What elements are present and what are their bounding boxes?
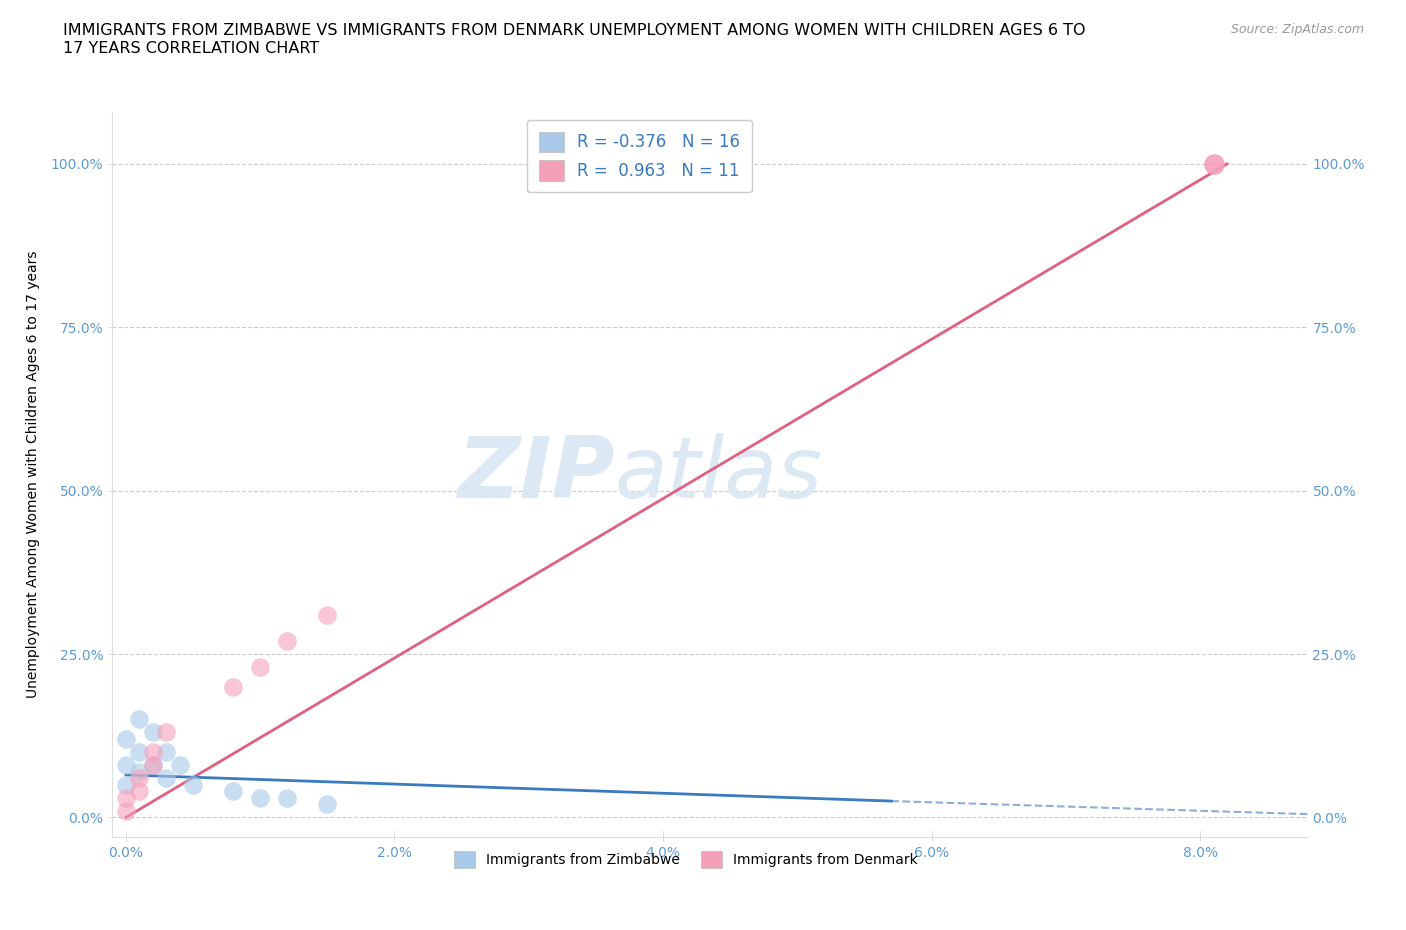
Point [276, 790, 298, 805]
Point [181, 777, 204, 792]
Legend: Immigrants from Zimbabwe, Immigrants from Denmark: Immigrants from Zimbabwe, Immigrants fro… [449, 845, 924, 873]
Point [142, 725, 165, 740]
Y-axis label: Unemployment Among Women with Children Ages 6 to 17 years: Unemployment Among Women with Children A… [25, 250, 39, 698]
Point [128, 764, 150, 779]
Point [115, 790, 138, 805]
Text: Source: ZipAtlas.com: Source: ZipAtlas.com [1230, 23, 1364, 36]
Point [128, 771, 150, 786]
Point [249, 790, 271, 805]
Point [142, 745, 165, 760]
Point [128, 745, 150, 760]
Text: IMMIGRANTS FROM ZIMBABWE VS IMMIGRANTS FROM DENMARK UNEMPLOYMENT AMONG WOMEN WIT: IMMIGRANTS FROM ZIMBABWE VS IMMIGRANTS F… [63, 23, 1085, 56]
Point [155, 745, 177, 760]
Point [1202, 156, 1225, 171]
Point [276, 633, 298, 648]
Point [128, 712, 150, 727]
Point [115, 732, 138, 747]
Point [222, 679, 245, 694]
Point [316, 797, 339, 812]
Point [115, 758, 138, 773]
Point [142, 758, 165, 773]
Point [155, 725, 177, 740]
Point [169, 758, 191, 773]
Point [115, 777, 138, 792]
Point [249, 659, 271, 674]
Point [115, 804, 138, 818]
Text: ZIP: ZIP [457, 432, 614, 516]
Point [142, 758, 165, 773]
Point [222, 784, 245, 799]
Point [316, 607, 339, 622]
Point [128, 784, 150, 799]
Text: atlas: atlas [614, 432, 823, 516]
Point [155, 771, 177, 786]
